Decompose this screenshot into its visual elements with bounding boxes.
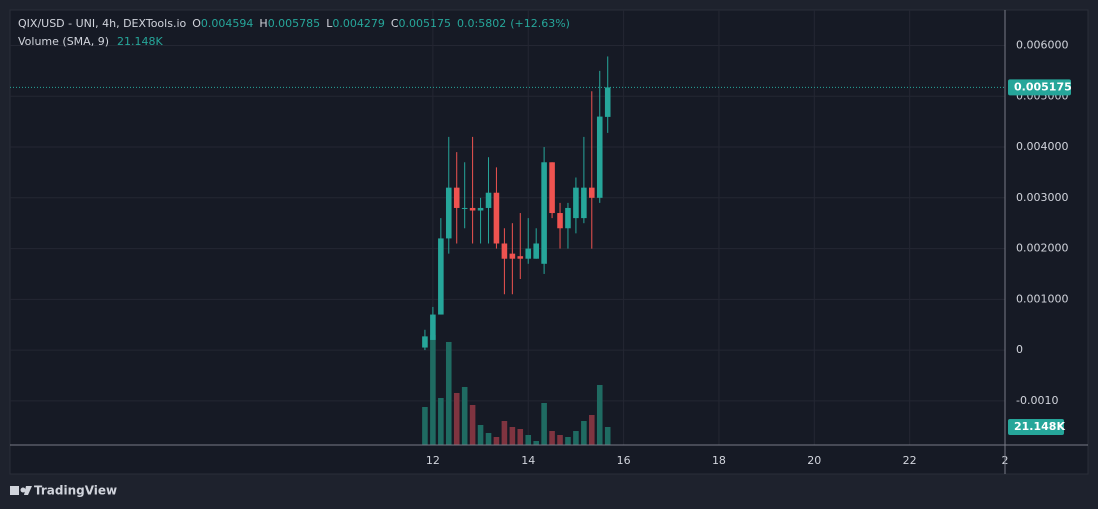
volume-label: Volume (SMA, 9) bbox=[18, 35, 109, 48]
volume-bar bbox=[581, 420, 587, 445]
candle-body bbox=[485, 192, 492, 208]
volume-bar bbox=[573, 430, 579, 445]
candle-body bbox=[501, 243, 508, 259]
volume-bar bbox=[485, 432, 492, 445]
volume-bar bbox=[501, 420, 508, 445]
candle-body bbox=[604, 87, 611, 117]
x-tick-label: 12 bbox=[426, 454, 440, 467]
y-tick-label: -0.0010 bbox=[1016, 394, 1058, 407]
volume-bar bbox=[596, 384, 603, 445]
volume-bar bbox=[493, 436, 500, 445]
x-tick-label: 22 bbox=[903, 454, 917, 467]
volume-value: 21.148K bbox=[117, 35, 163, 48]
candle-body bbox=[565, 207, 571, 229]
last-price-label: 0.005175 bbox=[1014, 80, 1072, 93]
candle-body bbox=[461, 207, 468, 209]
ohlc-value: 0.004279 bbox=[332, 17, 385, 30]
volume-bar bbox=[517, 428, 524, 445]
candle-body bbox=[469, 207, 476, 211]
ohlc-label: H bbox=[259, 17, 267, 30]
y-tick-label: 0.004000 bbox=[1016, 140, 1069, 153]
change: 0.0:5802 bbox=[457, 17, 506, 30]
volume-bar bbox=[438, 397, 444, 445]
volume-tag bbox=[1008, 418, 1064, 435]
candle-body bbox=[589, 187, 595, 198]
volume-bar bbox=[589, 414, 595, 445]
y-tick-label: 0 bbox=[1016, 343, 1023, 356]
ohlc-label: C bbox=[391, 17, 399, 30]
candle-body bbox=[453, 187, 460, 208]
candle-body bbox=[533, 243, 539, 259]
volume-bar bbox=[549, 430, 555, 445]
y-tick-label: 0.003000 bbox=[1016, 191, 1069, 204]
candle-body bbox=[422, 336, 428, 348]
candle-body bbox=[430, 314, 436, 340]
volume-bar bbox=[565, 436, 571, 445]
change-pct: (+12.63%) bbox=[510, 17, 570, 30]
volume-bar bbox=[541, 402, 547, 445]
candle-body bbox=[445, 187, 452, 239]
candle-body bbox=[557, 213, 563, 229]
volume-bar bbox=[525, 434, 532, 445]
x-tick-label: 14 bbox=[521, 454, 535, 467]
candle-body bbox=[525, 248, 532, 259]
candle-body bbox=[573, 187, 579, 219]
candle-body bbox=[517, 256, 524, 259]
volume-bar bbox=[509, 426, 516, 445]
candle-body bbox=[477, 207, 484, 211]
y-tick-label: 0.006000 bbox=[1016, 39, 1069, 52]
candle-body bbox=[596, 116, 603, 198]
candle-body bbox=[509, 253, 516, 259]
ohlc-value: 0.005785 bbox=[268, 17, 321, 30]
x-tick-label: 16 bbox=[617, 454, 631, 467]
volume-bar bbox=[477, 424, 484, 445]
legend-main: QIX/USD - UNI, 4h, DEXTools.io O0.004594 H… bbox=[18, 17, 570, 30]
volume-bar bbox=[461, 386, 468, 445]
symbol: QIX/USD - UNI, 4h, DEXTools.io bbox=[18, 17, 187, 30]
volume-bar bbox=[469, 404, 476, 445]
volume-sma-label: 21.148K bbox=[1014, 420, 1065, 433]
x-tick-label: 20 bbox=[807, 454, 821, 467]
volume-bar bbox=[422, 406, 428, 445]
ohlc-label: L bbox=[326, 17, 333, 30]
candle-body bbox=[581, 187, 587, 219]
candle-body bbox=[549, 162, 555, 214]
y-tick-label: 0.002000 bbox=[1016, 242, 1069, 255]
volume-bar bbox=[430, 334, 436, 445]
ohlc-value: 0.004594 bbox=[201, 17, 254, 30]
ohlc-value: 0.005175 bbox=[399, 17, 452, 30]
ohlc-label: O bbox=[192, 17, 201, 30]
x-tick-label: 18 bbox=[712, 454, 726, 467]
candle-body bbox=[438, 238, 444, 315]
volume-bar bbox=[557, 434, 563, 445]
chart: 0.0060000.0050000.0040000.0030000.002000… bbox=[10, 10, 1072, 467]
volume-bar bbox=[604, 426, 611, 445]
legend-volume: Volume (SMA, 9) 21.148K bbox=[18, 35, 163, 48]
volume-bar bbox=[533, 440, 539, 445]
chart-panel bbox=[9, 9, 1089, 475]
brand: TradingView bbox=[34, 484, 117, 498]
volume-bar bbox=[453, 392, 460, 445]
y-tick-label: 0.001000 bbox=[1016, 292, 1069, 305]
brand-logo bbox=[10, 486, 32, 495]
volume-bar bbox=[445, 341, 452, 445]
candle-body bbox=[493, 192, 500, 244]
last-price-tag bbox=[1008, 79, 1071, 96]
candle-body bbox=[541, 162, 547, 264]
